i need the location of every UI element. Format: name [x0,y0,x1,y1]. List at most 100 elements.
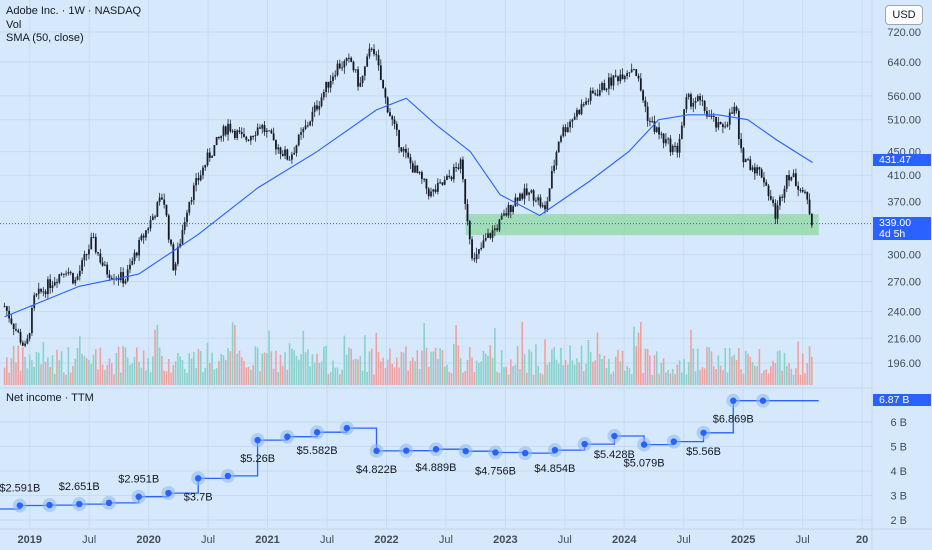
volume-bar [370,348,373,385]
sma-price-label: 431.47 [873,154,931,166]
volume-bar [733,354,736,385]
candle-body [749,159,752,170]
candle-body [338,63,341,69]
candle-body [409,157,412,164]
net-income-data-label: $6.869B [713,414,754,426]
volume-legend[interactable]: Vol [6,19,22,31]
net-income-point [165,489,172,497]
candle-body [327,81,330,88]
volume-bar [256,347,259,385]
candle-body [794,173,797,186]
volume-bar [697,348,699,385]
candle-body [243,134,245,137]
volume-bar [466,360,469,385]
volume-bar [662,358,665,385]
volume-bar [589,351,592,385]
candle-body [402,148,405,152]
candle-body [733,106,736,114]
sma-legend[interactable]: SMA (50, close) [6,32,84,44]
candle-body [161,197,163,200]
volume-bar [229,351,232,385]
volume-bar [532,374,535,385]
candle-body [117,278,120,281]
volume-bar [329,372,332,385]
net-income-pane: $2.591B $2.651B $2.951B $3.7B $5.26B $5.582B $… [0,393,819,513]
candle-body [361,75,364,83]
candle-body [808,199,811,215]
volume-bar [277,372,280,385]
volume-bar [804,373,806,385]
net-income-point [492,449,499,456]
candle-body [154,216,156,218]
candle-body [420,172,423,179]
volume-bar [678,360,681,385]
volume-bar [471,357,473,385]
net-income-point [224,472,232,480]
volume-bar [541,374,544,385]
candle-body [430,191,432,197]
volume-bar [437,358,439,385]
candle-body [566,127,569,132]
volume-bar [573,364,576,385]
volume-bar [395,357,398,385]
volume-bar [243,360,245,385]
volume-bar [88,359,90,385]
candle-body [60,273,63,275]
candle-body [712,116,715,118]
volume-bar [133,356,136,385]
candle-body [142,235,145,238]
candle-body [571,119,574,122]
candle-body [651,121,654,123]
volume-bar [510,359,512,385]
volume-bar [332,360,334,385]
volume-bar [690,329,692,385]
volume-bar [375,332,378,385]
volume-bar [667,370,669,385]
net-income-legend[interactable]: Net income · TTM [6,392,94,404]
net-income-point [759,397,767,404]
candle-body [140,235,143,240]
candle-body [592,90,594,94]
volume-bar [120,372,122,385]
price-tick-label: 270.00 [887,277,921,289]
last-price-label: 339.00 [873,217,931,229]
net-income-tick-label: 6 B [890,417,907,429]
candle-body [174,263,177,271]
volume-bar [76,348,79,385]
candle-body [163,199,166,205]
candle-body [265,130,268,133]
candle-body [272,133,275,141]
candle-body [373,48,375,55]
candle-body [316,105,318,110]
candle-body [53,282,56,286]
candle-body [546,201,549,210]
volume-bar [213,369,216,385]
net-income-point [46,501,53,509]
currency-button[interactable]: USD [885,5,923,25]
candle-body [719,122,722,125]
candle-body [468,221,471,240]
candle-body [56,282,58,284]
candle-body [598,90,601,96]
candle-body [275,140,277,150]
candle-body [208,152,211,158]
volume-bar [238,350,241,385]
volume-bar [373,374,375,385]
candle-body [722,124,724,128]
volume-bar [519,368,521,385]
candle-body [306,125,309,127]
candle-body [810,214,813,226]
volume-bar [12,345,15,385]
volume-bar [651,374,654,385]
volume-bar [443,366,446,385]
candle-body [343,61,346,68]
candle-body [448,175,451,177]
candle-body [293,152,296,155]
candle-body [318,106,321,110]
candle-body [550,170,553,189]
candle-body [405,148,407,153]
candle-body [658,127,660,135]
volume-bar [366,371,368,385]
chart-title[interactable]: Adobe Inc. · 1W · NASDAQ [6,5,142,17]
